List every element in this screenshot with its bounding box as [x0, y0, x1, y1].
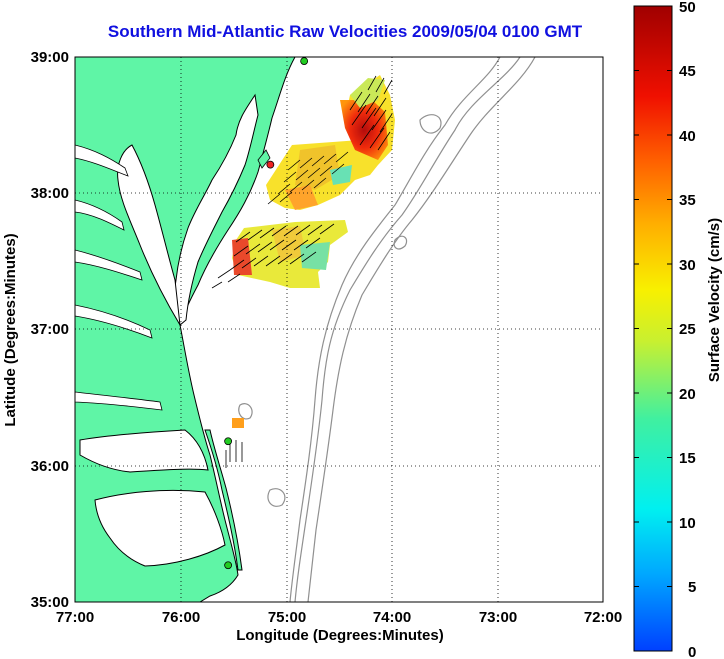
y-tick-label: 36:00	[31, 458, 69, 475]
colorbar: 50 45 40 35 30 25 20 15 10 5 0 Surface V…	[633, 0, 723, 659]
radar-station-marker	[266, 160, 275, 169]
y-tick-label: 37:00	[31, 321, 69, 338]
x-tick-label: 77:00	[56, 609, 94, 626]
colorbar-scale	[633, 5, 673, 652]
y-tick-label: 35:00	[31, 594, 69, 611]
colorbar-tick-label: 5	[688, 579, 696, 596]
colorbar-tick-label: 20	[679, 386, 696, 403]
grid-lines	[75, 57, 603, 602]
radar-station-marker	[224, 437, 233, 446]
y-axis: 39:00 38:00 37:00 36:00 35:00 Latitude (…	[2, 49, 69, 611]
radar-stations	[224, 57, 309, 570]
x-tick-label: 76:00	[162, 609, 200, 626]
y-tick-label: 38:00	[31, 185, 69, 202]
y-axis-label: Latitude (Degrees:Minutes)	[2, 233, 19, 426]
colorbar-tick-label: 40	[679, 128, 696, 145]
current-vectors	[211, 75, 393, 468]
isobath-contours	[238, 57, 536, 602]
radar-station-marker	[224, 561, 233, 570]
x-axis-label: Longitude (Degrees:Minutes)	[236, 627, 444, 644]
colorbar-tick-label: 0	[688, 644, 696, 659]
colorbar-tick-label: 35	[679, 192, 696, 209]
colorbar-tick-label: 10	[679, 515, 696, 532]
map-title: Southern Mid-Atlantic Raw Velocities 200…	[107, 22, 583, 41]
colorbar-tick-label: 25	[679, 321, 696, 338]
colorbar-tick-label: 45	[679, 63, 696, 80]
colorbar-tick-label: 50	[679, 0, 696, 16]
colorbar-tick-label: 30	[679, 257, 696, 274]
x-tick-label: 73:00	[479, 609, 517, 626]
x-tick-label: 72:00	[584, 609, 622, 626]
plot-frame	[74, 56, 604, 603]
radar-station-marker	[300, 57, 309, 65]
x-tick-label: 74:00	[373, 609, 411, 626]
y-tick-label: 39:00	[31, 49, 69, 66]
colorbar-label: Surface Velocity (cm/s)	[706, 218, 723, 382]
x-tick-label: 75:00	[268, 609, 306, 626]
x-axis: 77:00 76:00 75:00 74:00 73:00 72:00 Long…	[56, 609, 622, 644]
colorbar-tick-label: 15	[679, 450, 696, 467]
